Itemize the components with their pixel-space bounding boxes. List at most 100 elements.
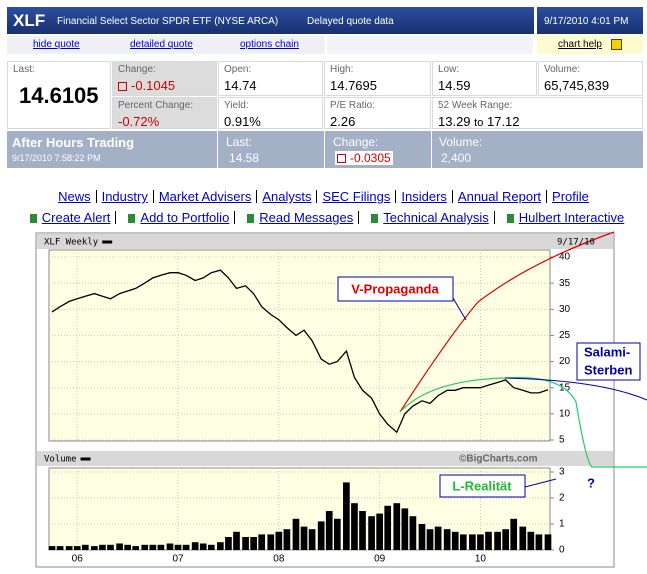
help-bar: chart help: [537, 36, 643, 54]
volume-bar: [300, 526, 308, 550]
volume-bar: [191, 542, 199, 550]
legend-swatch: [80, 457, 91, 461]
quote-header: XLF Financial Select Sector SPDR ETF (NY…: [7, 7, 534, 34]
volume-bar: [174, 544, 182, 550]
volume-bar: [124, 544, 131, 550]
annotation: Sterben: [584, 362, 632, 377]
arrow: [524, 478, 557, 488]
volume-bar: [451, 531, 459, 550]
security-name: Financial Select Sector SPDR ETF (NYSE A…: [57, 16, 279, 27]
volume-bar: [459, 534, 467, 550]
link[interactable]: chart help: [558, 39, 602, 50]
volume-bar: [56, 546, 64, 550]
range-low: 13.29: [438, 114, 471, 129]
nav-link[interactable]: Insiders: [401, 189, 447, 204]
legend-label: XLF Weekly: [44, 238, 99, 248]
volume-bar: [166, 543, 174, 550]
y-tick-label: 20: [559, 356, 571, 367]
volume-bar: [485, 531, 492, 550]
label: P/E Ratio:: [330, 100, 376, 111]
annotation: Salami-: [584, 344, 630, 359]
volume-bar: [217, 542, 224, 550]
tool-link[interactable]: Create Alert: [41, 210, 111, 225]
volume-bar: [527, 531, 535, 550]
y-tick-label: 15: [559, 382, 571, 393]
nav-link[interactable]: Analysts: [262, 189, 312, 204]
label: Volume:: [544, 64, 581, 75]
volume-bar: [258, 534, 266, 550]
value: -0.0305: [335, 151, 393, 165]
quote-cell: High: 14.7695: [324, 61, 431, 96]
y2-tick-label: 2: [559, 493, 565, 504]
label: Low:: [438, 64, 460, 75]
value: 2,400: [441, 151, 472, 165]
x-tick-label: 09: [374, 554, 386, 565]
y-tick-label: 10: [559, 408, 571, 419]
volume-bar: [250, 537, 257, 550]
value: 14.74: [224, 78, 257, 93]
quote-cell: P/E Ratio: 2.26: [324, 97, 431, 129]
value: 13.29 to 17.12: [438, 114, 637, 129]
value-text: -0.0305: [350, 151, 391, 165]
volume-bar: [73, 546, 81, 550]
volume-bar: [426, 529, 434, 550]
volume-bar: [199, 543, 207, 550]
annotation: V-Propaganda: [351, 281, 439, 296]
volume-bar: [275, 531, 283, 550]
divider: [217, 131, 218, 168]
y-tick-label: 35: [559, 278, 571, 289]
divider: [324, 131, 325, 168]
tool-links: Create Alert Add to Portfolio Read Message…: [0, 209, 647, 227]
label: Change:: [333, 135, 379, 149]
value: -0.1045: [118, 78, 211, 93]
link[interactable]: hide quote: [33, 39, 80, 50]
nav-link[interactable]: SEC Filings: [322, 189, 391, 204]
v-curve: [399, 231, 615, 413]
tool-link[interactable]: Technical Analysis: [383, 210, 489, 225]
nav-link[interactable]: Market Advisers: [158, 189, 252, 204]
volume-bar: [283, 529, 291, 550]
volume-bar: [107, 544, 114, 550]
quote-datetime: 9/17/2010 4:01 PM: [537, 7, 643, 34]
y-tick-label: 5: [559, 435, 565, 446]
price-panel: [48, 249, 551, 442]
x-tick-label: 10: [475, 554, 487, 565]
link[interactable]: detailed quote: [130, 39, 193, 50]
volume-bar: [333, 518, 341, 550]
link-bar: hide quote detailed quote options chain: [7, 36, 325, 54]
value: 2.26: [330, 114, 356, 129]
value: 14.58: [229, 151, 260, 165]
chart-date: 9/17/10: [557, 238, 595, 248]
nav-links: News Industry Market Advisers Analysts SEC F…: [0, 188, 647, 206]
nav-link[interactable]: Industry: [101, 189, 148, 204]
value: -0.72%: [118, 114, 160, 129]
tool-link[interactable]: Hulbert Interactive: [518, 210, 625, 225]
volume-bar: [510, 518, 518, 550]
annotation: L-Realität: [452, 478, 512, 493]
y2-tick-label: 3: [559, 467, 565, 478]
volume-bar: [132, 546, 140, 550]
y-tick-label: 25: [559, 330, 571, 341]
x-tick-label: 07: [172, 554, 184, 565]
tool-icon: [371, 214, 379, 223]
nav-link[interactable]: Annual Report: [457, 189, 542, 204]
separator: [152, 190, 154, 203]
x-tick-label: 08: [273, 554, 285, 565]
link[interactable]: options chain: [240, 39, 299, 50]
quote-cell: Last: 14.6105: [7, 61, 111, 129]
volume-bar: [351, 503, 358, 550]
tool-link[interactable]: Add to Portfolio: [140, 210, 230, 225]
help-icon[interactable]: [611, 39, 622, 50]
volume-bar: [434, 526, 442, 550]
nav-link[interactable]: News: [58, 189, 91, 204]
label: Volume:: [439, 135, 483, 149]
tool-icon: [29, 214, 37, 223]
volume-bar: [91, 546, 98, 550]
separator: [115, 211, 117, 224]
nav-link[interactable]: Profile: [552, 189, 589, 204]
separator: [451, 190, 453, 203]
after-hours-bar: After Hours Trading 9/17/2010 7:58:22 PM…: [7, 131, 643, 168]
tool-link[interactable]: Read Messages: [259, 210, 354, 225]
volume-bar: [325, 511, 333, 550]
label: Yield:: [224, 100, 249, 111]
